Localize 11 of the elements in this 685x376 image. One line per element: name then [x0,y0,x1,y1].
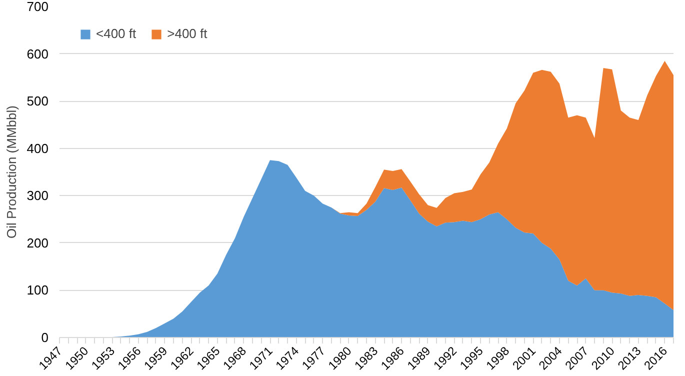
y-tick-label: 400 [26,140,49,156]
y-axis-title: Oil Production (MMbbl) [4,106,19,238]
y-tick-label: 600 [26,46,49,62]
y-tick-label: 100 [26,282,49,298]
legend-label: >400 ft [167,26,208,41]
y-tick-label: 200 [26,235,49,250]
y-tick-label: 500 [26,94,49,109]
y-tick-label: 0 [41,330,49,345]
legend-label: <400 ft [96,26,136,41]
y-tick-label: 300 [26,188,49,204]
y-tick-label: 700 [26,0,49,14]
